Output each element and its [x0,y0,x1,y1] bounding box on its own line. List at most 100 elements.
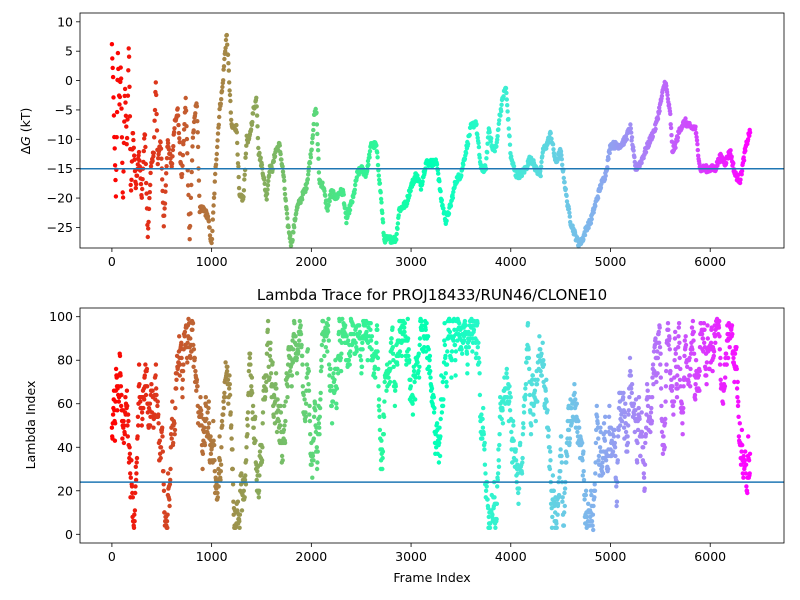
delta-g-point [158,140,163,145]
lambda-point [389,336,394,341]
delta-g-point [118,76,124,81]
lambda-point [744,484,749,489]
lambda-point [603,429,608,435]
lambda-point [699,331,705,337]
lambda-point [626,412,631,417]
lambda-point [497,432,502,437]
lambda-point [391,364,396,369]
lambda-point [353,340,358,345]
lambda-point [544,377,549,382]
lambda-point [303,410,308,415]
lambda-point [218,469,223,474]
delta-g-point [235,161,241,166]
lambda-point [225,377,231,382]
lambda-point [239,471,244,476]
delta-g-point [185,183,191,188]
lambda-point [329,421,335,426]
delta-g-point [212,179,217,184]
lambda-point [191,347,197,352]
delta-g-point [254,95,259,101]
lambda-point [206,405,211,411]
delta-g-point [539,159,544,165]
delta-g-point [314,110,319,115]
delta-g-point [666,102,672,107]
lambda-point [527,392,532,398]
lambda-point [274,386,279,391]
delta-g-point [451,189,456,195]
lambda-point [723,351,729,356]
lambda-point [734,386,740,391]
top-y-tick-label: −20 [47,191,73,206]
lambda-point [621,395,626,400]
delta-g-point [188,211,193,216]
lambda-point [644,382,650,387]
lambda-point [470,349,475,354]
lambda-point [444,379,449,385]
lambda-point [495,471,501,476]
lambda-point [254,477,259,483]
delta-g-point [694,134,699,140]
delta-g-point [187,237,192,242]
delta-g-point [341,192,346,197]
lambda-point [225,364,230,369]
delta-g-point [113,177,118,183]
lambda-point [650,375,655,380]
delta-g-point [563,186,568,192]
delta-g-point [170,147,176,153]
lambda-point [562,486,568,491]
lambda-point [622,410,628,415]
lambda-point [191,364,196,369]
lambda-point [212,442,217,448]
lambda-point [730,331,735,337]
lambda-point [669,388,675,393]
lambda-point [590,512,596,517]
lambda-point [347,362,352,367]
lambda-point [442,321,447,326]
lambda-point [171,440,176,446]
delta-g-point [213,171,218,177]
delta-g-point [506,126,511,131]
delta-g-point [217,114,222,120]
lambda-point [180,395,185,400]
lambda-point [449,375,454,380]
lambda-point [581,469,586,474]
lambda-point [474,351,479,356]
delta-g-point [598,185,604,190]
delta-g-point [326,202,331,208]
delta-g-point [150,158,155,164]
lambda-point [603,414,608,419]
delta-g-point [437,179,442,184]
lambda-point [626,423,631,428]
lambda-point [405,336,411,341]
delta-g-point [724,160,729,166]
lambda-point [188,355,193,361]
delta-g-point [228,110,233,115]
lambda-point [432,405,437,411]
delta-g-point [145,234,150,240]
delta-g-point [305,177,310,182]
lambda-point [311,414,317,419]
delta-g-point [164,171,169,176]
delta-g-point [737,180,743,186]
lambda-point [490,512,495,517]
lambda-point [495,477,500,483]
delta-g-point [538,168,543,174]
lambda-point [311,436,316,441]
lambda-point [227,382,232,387]
delta-g-point [550,142,556,147]
lambda-point [397,349,403,354]
delta-g-point [171,144,176,149]
delta-g-point [344,220,349,226]
delta-g-point [221,64,227,69]
delta-g-point [128,188,134,193]
lambda-point [526,347,531,352]
lambda-point [677,377,683,382]
lambda-point [702,327,707,332]
delta-g-point [697,161,702,166]
lambda-point [541,358,546,363]
delta-g-point [183,95,188,101]
lambda-point [581,477,587,483]
lambda-point [438,434,443,439]
delta-g-point [322,188,327,194]
delta-g-point [141,148,146,154]
